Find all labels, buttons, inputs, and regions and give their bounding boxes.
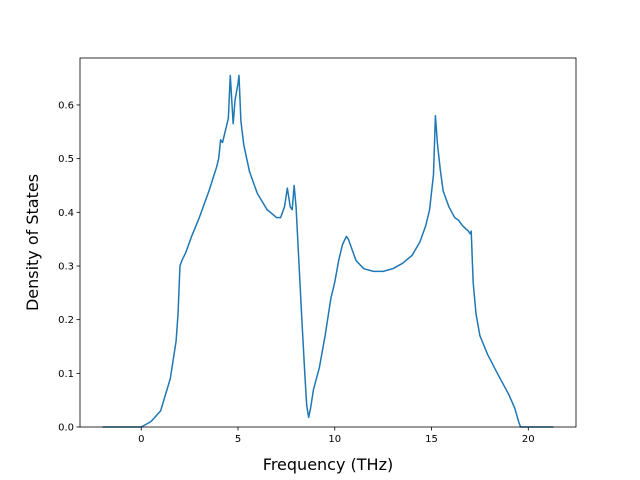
y-tick-label: 0.0	[58, 423, 74, 434]
plot-frame	[79, 57, 577, 428]
x-tick-label: 10	[328, 434, 341, 445]
x-tick-label: 15	[425, 434, 438, 445]
x-tick-label: 20	[522, 434, 535, 445]
line-series	[102, 74, 554, 428]
y-axis-label: Density of States	[23, 174, 42, 311]
y-tick-label: 0.3	[58, 261, 74, 272]
y-tick-label: 0.4	[58, 208, 74, 219]
y-tick-label: 0.5	[58, 154, 74, 165]
x-axis-label: Frequency (THz)	[263, 455, 393, 474]
y-tick-label: 0.2	[58, 315, 74, 326]
x-tick-label: 5	[235, 434, 241, 445]
x-tick-label: 0	[138, 434, 144, 445]
y-tick-label: 0.1	[58, 369, 74, 380]
y-tick-label: 0.6	[58, 100, 74, 111]
